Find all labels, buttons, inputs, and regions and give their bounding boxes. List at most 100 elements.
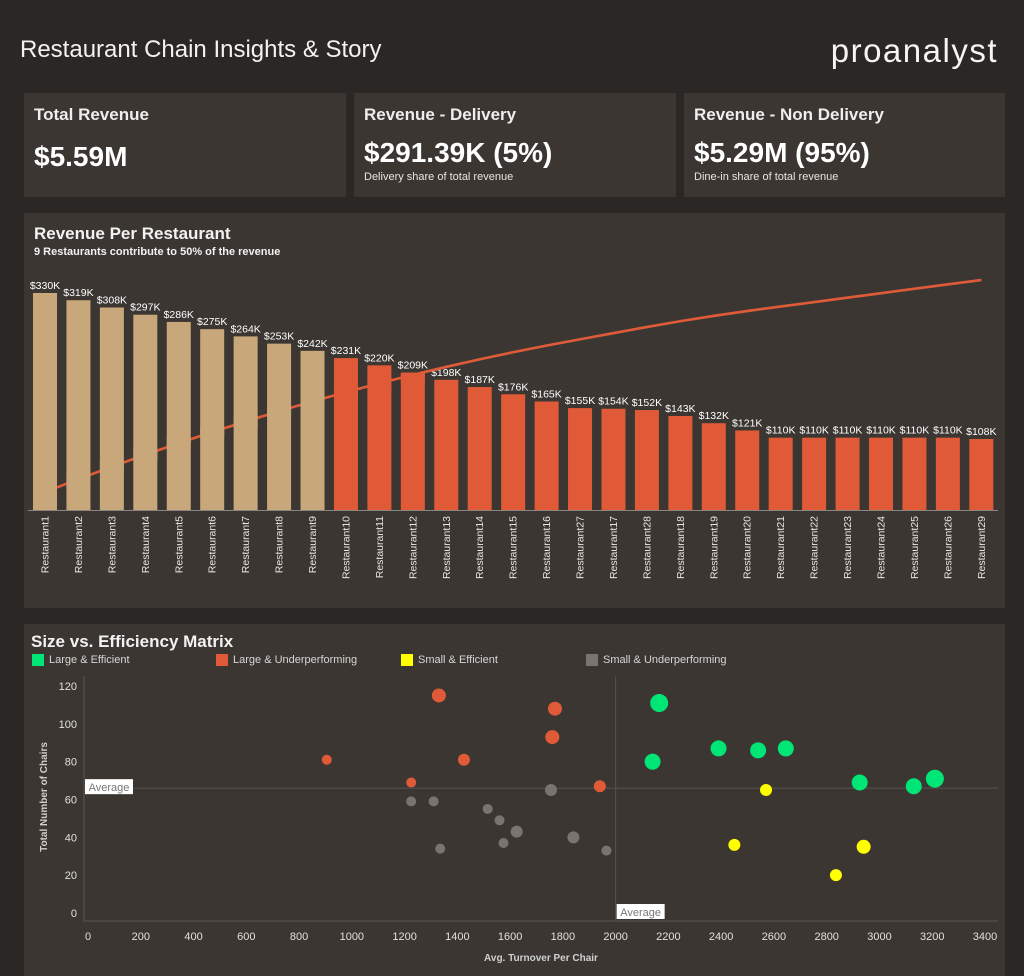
x-tick-label: Restaurant5 [173,516,185,573]
data-label: $110K [833,425,863,437]
scatter-point [567,831,580,844]
bar-restaurant21 [768,437,793,510]
x-tick-label: 400 [184,931,202,943]
scatter-chart-title: Size vs. Efficiency Matrix [31,632,234,651]
scatter-point [851,774,868,791]
data-label: $253K [264,331,294,343]
kpi-revenue-non-delivery: Revenue - Non Delivery $5.29M (95%) Dine… [684,93,1005,197]
scatter-point [593,780,606,793]
kpi-value: $291.39K (5%) [364,137,553,168]
scatter-point [321,754,332,765]
bar-restaurant12 [400,372,425,510]
x-tick-label: Restaurant27 [575,516,587,579]
x-tick-label: Restaurant2 [73,516,85,573]
kpi-value: $5.29M (95%) [694,137,870,168]
x-tick-label: 1600 [498,931,522,943]
data-label: $231K [331,345,361,357]
bar-restaurant25 [902,437,927,510]
x-tick-label: 3200 [920,931,944,943]
scatter-point [925,769,944,788]
scatter-point [750,742,767,759]
data-label: $110K [933,425,963,437]
y-tick-label: 20 [65,870,77,882]
scatter-point [428,796,439,807]
data-label: $155K [565,395,595,407]
bar-overlap [233,415,258,428]
data-label: $330K [30,280,60,292]
scatter-point [905,778,922,795]
scatter-point [650,694,669,713]
scatter-point [856,839,871,854]
scatter-point [510,825,523,838]
x-tick-label: 2000 [603,931,627,943]
x-tick-label: 3400 [973,931,997,943]
data-label: $152K [632,397,662,409]
x-tick-label: 600 [237,931,255,943]
data-label: $110K [766,425,796,437]
bar-restaurant27 [568,408,593,510]
bar-restaurant19 [701,423,726,510]
data-label: $286K [164,309,194,321]
x-tick-label: Restaurant21 [775,516,787,579]
size-efficiency-panel [24,624,1005,976]
data-label: $264K [230,323,260,335]
bar-overlap [267,405,292,418]
x-axis-title: Avg. Turnover Per Chair [484,953,598,964]
y-tick-label: 80 [65,757,77,769]
scatter-point [710,740,727,757]
bar-restaurant26 [935,437,960,510]
scatter-point [547,701,562,716]
x-tick-label: 800 [290,931,308,943]
y-tick-label: 100 [59,719,77,731]
x-tick-label: Restaurant24 [876,516,888,579]
data-label: $220K [364,352,394,364]
bar-restaurant16 [534,401,559,510]
x-tick-label: Restaurant19 [708,516,720,579]
kpi-revenue-delivery: Revenue - Delivery $291.39K (5%) Deliver… [354,93,676,197]
x-tick-label: Restaurant26 [942,516,954,579]
x-tick-label: 2400 [709,931,733,943]
data-label: $132K [699,410,729,422]
x-tick-label: Restaurant11 [374,516,386,578]
x-tick-label: Restaurant29 [976,516,988,579]
bar-restaurant15 [501,394,526,510]
data-label: $176K [498,381,528,393]
bar-restaurant22 [802,437,827,510]
badge-text: Average [89,782,130,794]
bar-overlap [200,426,225,439]
bar-overlap [333,386,358,399]
x-tick-label: Restaurant7 [240,516,252,573]
data-label: $110K [799,425,829,437]
legend-large-underperforming: Large & Underperforming [216,654,357,666]
bar-overlap [367,377,392,390]
bar-chart-title: Revenue Per Restaurant [34,224,231,243]
data-label: $308K [97,294,127,306]
badge-text: Average [620,907,661,919]
bar-overlap [400,372,425,385]
bar-restaurant17 [601,408,626,510]
scatter-point [435,843,446,854]
data-label: $154K [598,396,628,408]
brand-logo: proanalyst [830,32,998,69]
bar-restaurant20 [735,430,760,510]
scatter-point [777,740,794,757]
x-tick-label: Restaurant17 [608,516,620,579]
legend-label: Large & Underperforming [233,654,358,666]
bar-restaurant9 [300,350,325,510]
legend-swatch [401,654,413,666]
bar-overlap [166,437,191,450]
bar-restaurant24 [869,437,893,510]
bar-restaurant8 [267,343,292,510]
kpi-label: Revenue - Non Delivery [694,105,884,124]
legend-swatch [32,654,44,666]
kpi-label: Revenue - Delivery [364,105,517,124]
x-tick-label: Restaurant1 [40,516,52,573]
kpi-subtext: Delivery share of total revenue [364,171,514,183]
bar-restaurant23 [835,437,860,510]
scatter-point [498,838,509,849]
scatter-point [457,753,470,766]
y-tick-label: 0 [71,908,77,920]
bar-restaurant4 [133,314,158,510]
